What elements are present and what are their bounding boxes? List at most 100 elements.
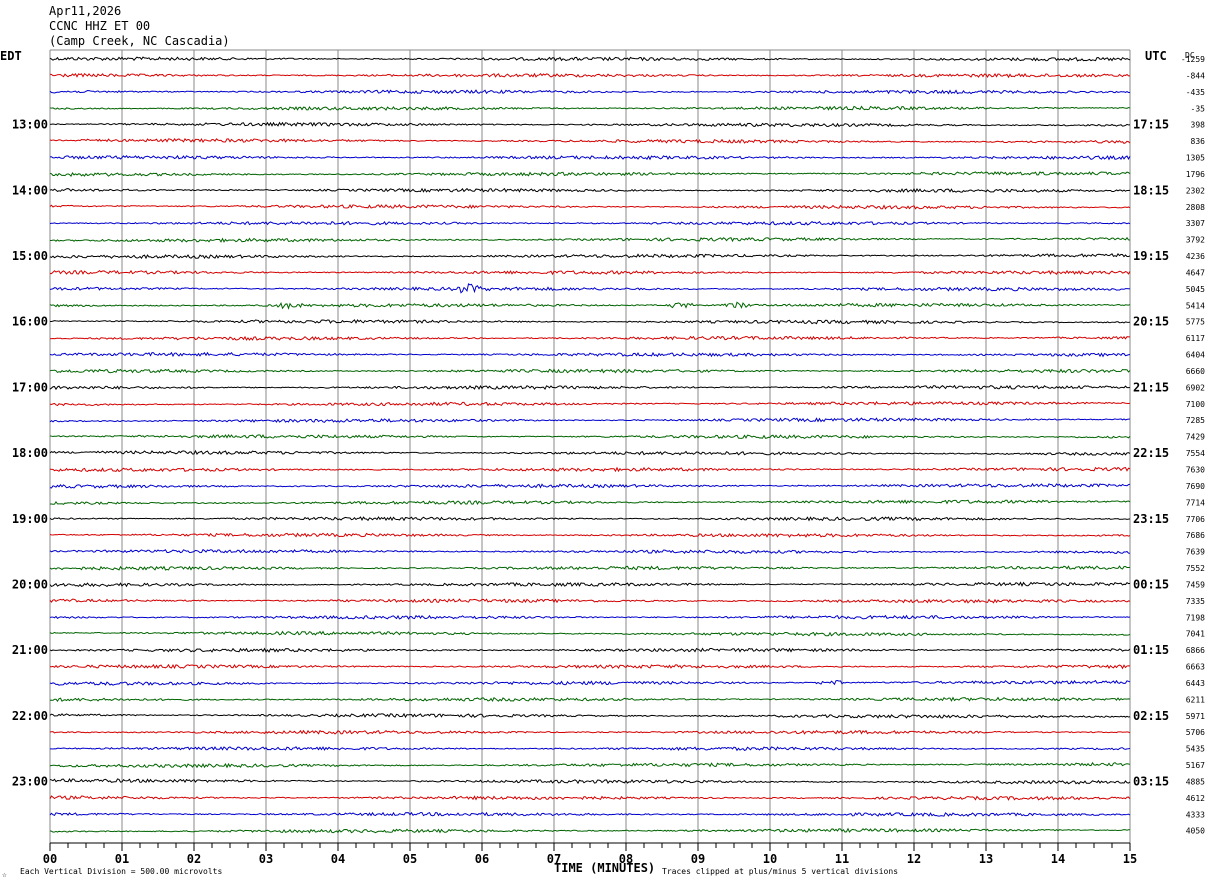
seismic-trace [49, 72, 1131, 79]
seismic-trace [49, 482, 1131, 489]
utc-hour-label: 17:15 [1133, 118, 1169, 132]
utc-hour-label: 21:15 [1133, 380, 1169, 394]
x-tick-label: 10 [763, 852, 777, 866]
edt-hour-label: 14:00 [12, 183, 48, 197]
dc-offset-value: 6443 [1186, 679, 1205, 688]
seismic-trace [49, 301, 1131, 310]
seismic-trace [49, 746, 1131, 752]
dc-offset-value: 6902 [1186, 383, 1205, 392]
utc-hour-label: 02:15 [1133, 709, 1169, 723]
dc-offset-value: 7690 [1186, 482, 1205, 491]
dc-offset-value: 7706 [1186, 515, 1205, 524]
dc-offset-value: 6211 [1186, 695, 1205, 704]
dc-offset-value: 7041 [1186, 630, 1205, 639]
seismic-trace [49, 712, 1131, 719]
corner-mark: ☆ [2, 870, 7, 879]
edt-label: EDT [0, 49, 22, 63]
utc-hour-label: 00:15 [1133, 577, 1169, 591]
dc-offset-value: 5706 [1186, 728, 1205, 737]
edt-hour-label: 17:00 [12, 380, 48, 394]
seismic-trace [49, 384, 1131, 391]
dc-offset-value: 5435 [1186, 745, 1205, 754]
edt-hour-label: 22:00 [12, 709, 48, 723]
dc-offset-value: 4236 [1186, 252, 1205, 261]
dc-offset-value: 5045 [1186, 285, 1205, 294]
seismic-trace [49, 433, 1131, 440]
edt-hour-label: 15:00 [12, 249, 48, 263]
utc-hour-label: 23:15 [1133, 512, 1169, 526]
x-tick-label: 00 [43, 852, 57, 866]
seismic-traces [49, 56, 1131, 834]
seismic-trace [49, 121, 1131, 128]
seismic-trace [49, 171, 1131, 177]
seismic-trace [49, 696, 1131, 703]
x-tick-label: 01 [115, 852, 129, 866]
seismic-trace [49, 532, 1131, 538]
seismic-trace [49, 614, 1131, 620]
x-tick-label: 09 [691, 852, 705, 866]
seismic-trace [49, 449, 1131, 456]
utc-hour-label: 18:15 [1133, 183, 1169, 197]
dc-offset-value: 3307 [1186, 219, 1205, 228]
utc-hour-label: 01:15 [1133, 643, 1169, 657]
seismic-trace [49, 548, 1131, 554]
seismic-trace [49, 56, 1131, 62]
x-tick-label: 07 [547, 852, 561, 866]
seismic-trace [49, 466, 1131, 473]
dc-offset-value: 4050 [1186, 827, 1205, 836]
dc-offset-value: 7198 [1186, 613, 1205, 622]
x-tick-label: 14 [1051, 852, 1065, 866]
seismic-trace [49, 499, 1131, 505]
dc-offset-value: 5971 [1186, 712, 1205, 721]
edt-hour-label: 21:00 [12, 643, 48, 657]
edt-hour-label: 20:00 [12, 577, 48, 591]
dc-offset-value: 7630 [1186, 466, 1205, 475]
x-axis: 00 01 02 03 04 05 06 07 08 09 10 11 12 13 14 15 [43, 843, 1137, 866]
seismic-trace [49, 778, 1131, 785]
dc-offset-value: -844 [1186, 71, 1205, 80]
dc-offset-value: 7714 [1186, 498, 1205, 507]
dc-offset-value: 7686 [1186, 531, 1205, 540]
dc-offset-value: 836 [1191, 137, 1206, 146]
dc-offset-labels: -1259 -844 -435 -35 398 836 1305 1796 2302 2808 33… [1181, 55, 1205, 836]
edt-hour-label: 13:00 [12, 118, 48, 132]
seismic-trace [49, 335, 1131, 341]
dc-offset-value: 7554 [1186, 449, 1205, 458]
dc-offset-value: 6404 [1186, 351, 1205, 360]
dc-offset-value: 7100 [1186, 400, 1205, 409]
dc-offset-value: 6117 [1186, 334, 1205, 343]
utc-time-labels: 17:15 18:15 19:15 20:15 21:15 22:15 23:15 00:15… [1133, 118, 1169, 789]
clip-note: Traces clipped at plus/minus 5 vertical … [662, 867, 898, 876]
seismic-trace [49, 220, 1131, 226]
utc-hour-label: 22:15 [1133, 446, 1169, 460]
seismic-trace [49, 565, 1131, 571]
utc-hour-label: 03:15 [1133, 774, 1169, 788]
seismic-trace [49, 137, 1131, 144]
seismic-trace [49, 827, 1131, 834]
dc-offset-value: 6660 [1186, 367, 1205, 376]
edt-hour-label: 16:00 [12, 315, 48, 329]
dc-header: DC [1185, 51, 1195, 60]
seismic-trace [49, 154, 1131, 161]
seismic-trace [49, 283, 1131, 294]
seismic-trace [49, 236, 1131, 243]
seismic-trace [49, 598, 1131, 604]
x-tick-label: 08 [619, 852, 633, 866]
seismic-trace [49, 351, 1131, 358]
seismic-trace [49, 729, 1131, 735]
seismic-trace [49, 663, 1131, 670]
dc-offset-value: 4612 [1186, 794, 1205, 803]
dc-offset-value: 7552 [1186, 564, 1205, 573]
dc-offset-value: 6866 [1186, 646, 1205, 655]
dc-offset-value: 6663 [1186, 663, 1205, 672]
seismic-trace [49, 761, 1131, 769]
seismic-trace [49, 679, 1131, 686]
x-tick-label: 04 [331, 852, 345, 866]
dc-offset-value: 1305 [1186, 154, 1205, 163]
dc-offset-value: 7429 [1186, 433, 1205, 442]
station-location: (Camp Creek, NC Cascadia) [49, 34, 230, 48]
seismic-trace [49, 105, 1131, 111]
seismic-trace [49, 795, 1131, 801]
seismic-trace [49, 811, 1131, 817]
seismic-trace [49, 253, 1131, 260]
